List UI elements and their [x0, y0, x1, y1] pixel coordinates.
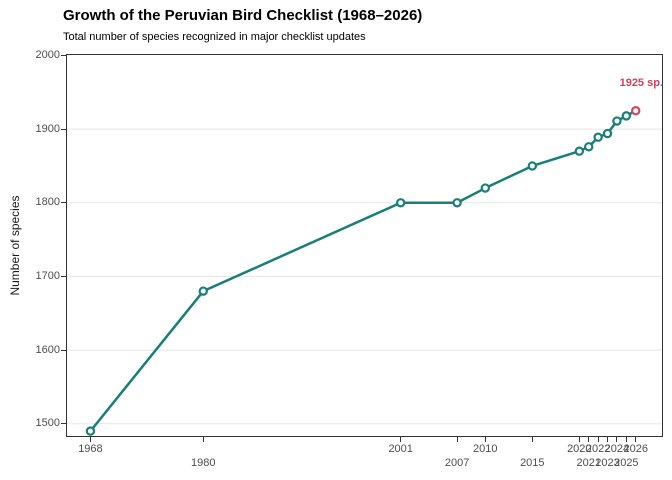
x-tick-label: 1980: [191, 457, 216, 469]
x-tick-mark: [588, 437, 590, 442]
y-tick-mark: [61, 54, 66, 56]
data-point-2021: [584, 142, 594, 152]
data-point-2022: [593, 132, 603, 142]
data-point-2026: [631, 106, 641, 116]
y-tick-label: 1800: [35, 196, 60, 209]
y-tick-label: 1600: [35, 343, 60, 356]
data-point-2023: [602, 128, 613, 139]
x-tick-label: 2007: [444, 457, 470, 469]
x-tick-label: 2022: [585, 443, 611, 455]
x-tick-mark: [635, 437, 637, 442]
x-tick-mark: [607, 437, 609, 442]
data-point-1980: [198, 286, 208, 296]
y-tick-mark: [61, 202, 66, 204]
x-tick-mark: [456, 437, 458, 442]
y-tick-label: 1700: [35, 269, 60, 282]
x-tick-label: 2015: [520, 457, 545, 469]
data-point-2010: [480, 183, 491, 193]
y-tick-mark: [61, 349, 66, 351]
y-tick-label: 1500: [35, 417, 60, 430]
x-tick-label: 2026: [623, 443, 648, 455]
x-tick-label: 2021: [576, 457, 601, 469]
x-tick-mark: [202, 437, 204, 442]
x-tick-mark: [531, 437, 533, 442]
x-tick-mark: [616, 437, 618, 442]
x-tick-label: 2024: [604, 443, 630, 455]
x-tick-mark: [597, 437, 599, 442]
x-tick-mark: [625, 437, 627, 442]
data-point-2001: [395, 198, 406, 208]
panel-border: [66, 54, 663, 437]
x-tick-label: 2023: [595, 457, 620, 469]
x-tick-label: 2025: [614, 457, 639, 469]
data-line: [89, 109, 637, 433]
data-point-2020: [574, 146, 585, 156]
x-tick-label: 2001: [388, 443, 413, 455]
chart-title: Growth of the Peruvian Bird Checklist (1…: [63, 7, 423, 24]
data-point-2015: [527, 161, 538, 171]
y-tick-mark: [61, 275, 66, 277]
y-tick-mark: [61, 423, 66, 425]
last-point-annotation: 1925 sp.: [619, 77, 663, 89]
y-tick-mark: [61, 128, 66, 130]
x-tick-label: 1968: [78, 443, 103, 455]
x-tick-label: 2020: [567, 443, 592, 455]
x-tick-mark: [400, 437, 402, 442]
data-point-1968: [85, 426, 96, 436]
x-tick-mark: [484, 437, 486, 442]
data-point-2024: [612, 116, 622, 126]
x-tick-label: 2010: [473, 443, 498, 455]
data-point-2025: [621, 111, 632, 121]
y-tick-label: 2000: [35, 48, 60, 61]
y-tick-label: 1900: [35, 122, 60, 135]
x-tick-mark: [89, 437, 91, 442]
chart-subtitle: Total number of species recognized in ma…: [63, 31, 366, 43]
x-tick-mark: [578, 437, 580, 442]
plot-panel: [66, 54, 663, 437]
y-axis-title: Number of species: [8, 195, 22, 296]
data-point-2007: [452, 198, 462, 208]
